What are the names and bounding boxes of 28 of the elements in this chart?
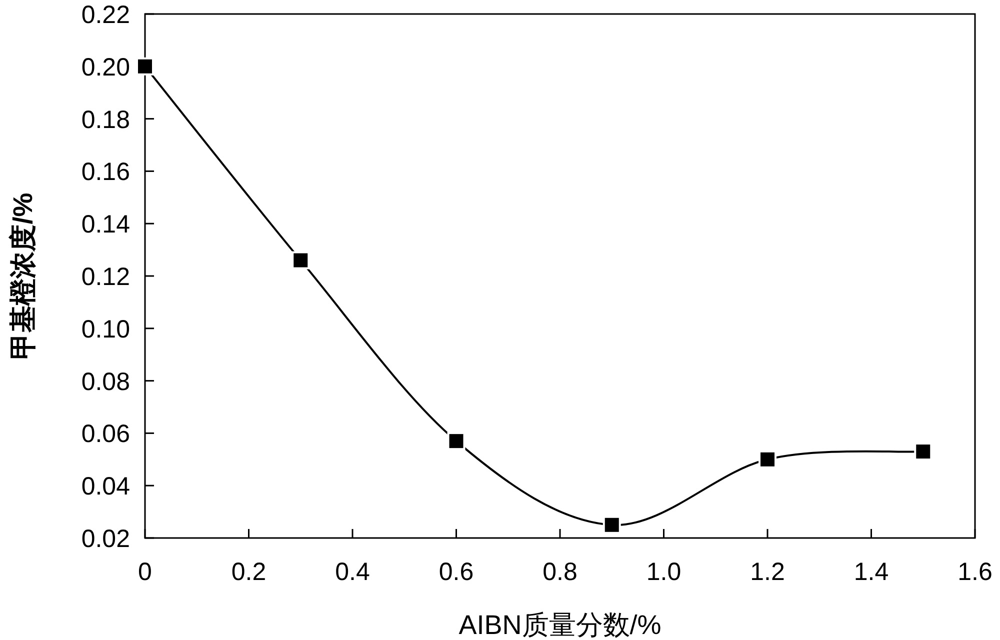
x-tick-label: 0.8 [542,558,578,586]
x-tick-label: 0.2 [231,558,266,586]
x-axis-title: AIBN质量分数/% [458,610,662,640]
y-tick-label: 0.20 [81,53,130,82]
y-tick-label: 0.18 [81,106,130,134]
y-tick-label: 0.10 [81,315,130,344]
y-tick-label: 0.12 [81,263,130,291]
y-tick-label: 0.04 [81,472,130,501]
point [447,432,466,450]
y-tick-label: 0.06 [81,420,130,448]
y-tick-label: 0.02 [81,525,130,553]
x-tick-label: 1.2 [750,558,785,586]
x-tick-label: 1.6 [958,558,992,586]
y-tick-label: 0.14 [81,210,130,239]
y-tick-label: 0.08 [81,368,130,396]
point [602,516,621,534]
x-tick-label: 1.0 [646,558,682,586]
x-tick-label: 0.6 [438,558,474,586]
x-tick-label: 0.4 [335,558,370,586]
y-tick-label: 0.16 [81,158,130,186]
point [136,57,154,76]
point [758,450,776,468]
x-tick-label: 1.4 [854,558,889,586]
x-tick-label: 0 [138,558,152,586]
point [292,251,310,270]
point [914,442,932,461]
y-axis-title: 甲基橙浓度/% [8,192,38,360]
y-tick-label: 0.22 [81,1,130,29]
